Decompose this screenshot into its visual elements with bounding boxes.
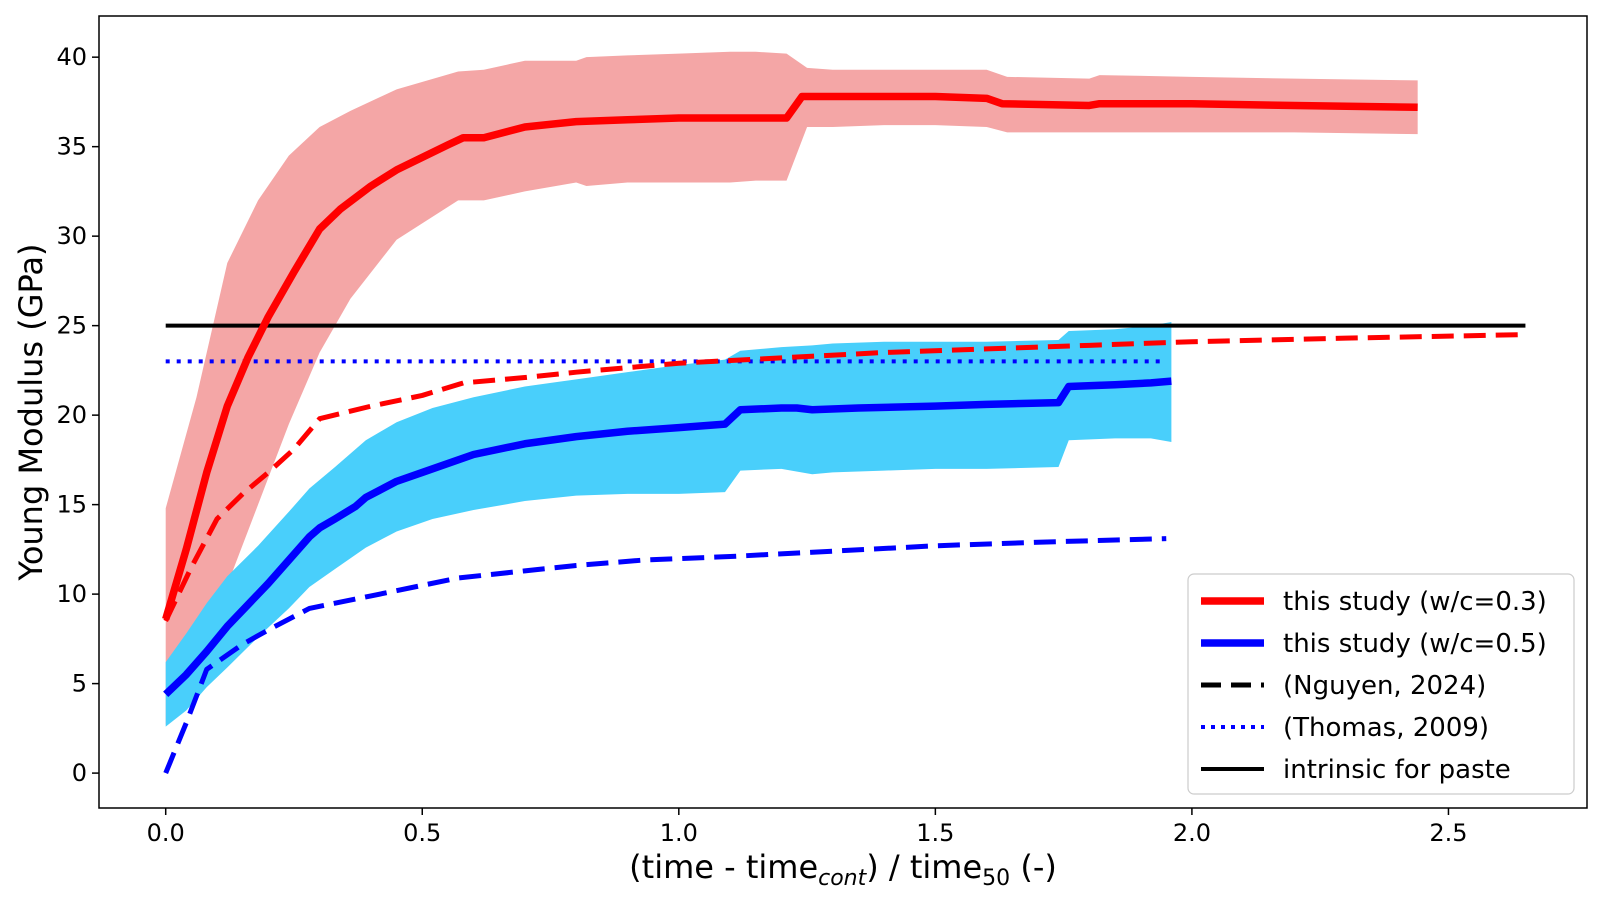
x-tick-label: 2.0 [1173, 819, 1211, 847]
x-axis-title: (time - timecont) / time50 (-) [629, 848, 1057, 891]
x-tick-label: 1.5 [916, 819, 954, 847]
y-tick-label: 15 [56, 491, 87, 519]
y-tick-label: 0 [72, 759, 87, 787]
series-lines [162, 92, 1526, 775]
line-this-study-w-c-0-3 [162, 92, 1418, 621]
y-tick-label: 40 [56, 43, 87, 71]
legend-box [1187, 573, 1575, 795]
line-nguyen-2024-w-c-0-5 [163, 536, 1167, 775]
confidence-bands [165, 51, 1418, 727]
line-nguyen-2024-w-c-0-3 [163, 332, 1526, 623]
band-this-study-w-c-0-3-range [165, 51, 1418, 725]
y-tick-label: 10 [56, 580, 87, 608]
y-tick-label: 35 [56, 133, 87, 161]
y-tick-label: 20 [56, 401, 87, 429]
line-this-study-w-c-0-5 [163, 377, 1172, 698]
y-tick-label: 25 [56, 312, 87, 340]
band-this-study-w-c-0-5-range [165, 322, 1172, 727]
y-tick-label: 5 [72, 670, 87, 698]
legend-label-this-study-w-c-0-3: this study (w/c=0.3) [1283, 587, 1547, 617]
x-tick-label: 0.5 [403, 819, 441, 847]
legend-label-nguyen-2024: (Nguyen, 2024) [1283, 671, 1486, 701]
x-tick-label: 1.0 [660, 819, 698, 847]
x-axis-ticks: 0.0 0.5 1.0 1.5 2.0 2.5 [147, 808, 1468, 847]
y-axis-ticks: 0 5 10 15 20 25 30 35 40 [56, 43, 99, 787]
y-tick-label: 30 [56, 222, 87, 250]
x-tick-label: 0.0 [147, 819, 185, 847]
legend-label-thomas-2009: (Thomas, 2009) [1283, 713, 1489, 743]
y-axis-title: Young Modulus (GPa) [12, 244, 50, 582]
plot-frame [98, 15, 1588, 809]
legend-label-intrinsic-for-paste: intrinsic for paste [1283, 755, 1511, 785]
x-tick-label: 2.5 [1429, 819, 1467, 847]
legend-label-this-study-w-c-0-5: this study (w/c=0.5) [1283, 629, 1547, 659]
legend: this study (w/c=0.3) this study (w/c=0.5)… [1187, 573, 1575, 795]
